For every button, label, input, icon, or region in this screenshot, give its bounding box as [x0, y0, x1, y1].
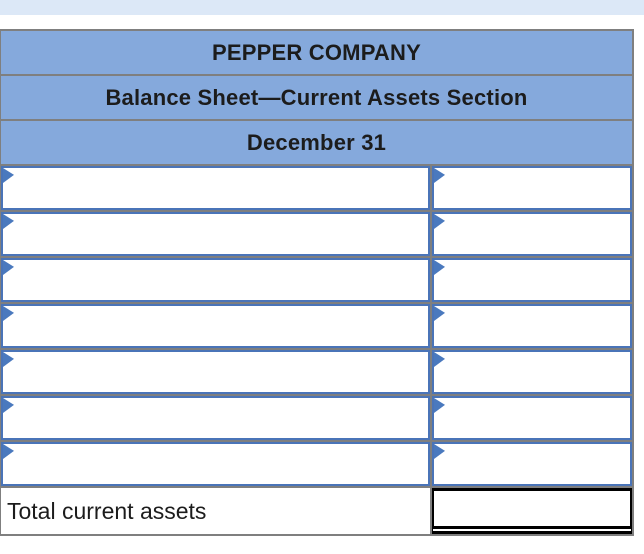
- amount-input-value: [434, 352, 630, 392]
- amount-input-cell[interactable]: [432, 212, 632, 256]
- balance-sheet-table: PEPPER COMPANY Balance Sheet—Current Ass…: [0, 29, 634, 536]
- cell-marker-icon: [434, 214, 445, 229]
- amount-input-cell[interactable]: [432, 396, 632, 440]
- date-title-row: December 31: [1, 121, 632, 164]
- company-title-row: PEPPER COMPANY: [1, 31, 632, 74]
- total-label: Total current assets: [7, 497, 207, 524]
- account-select-cell[interactable]: [1, 304, 430, 348]
- account-select-value: [3, 168, 428, 208]
- total-amount-input[interactable]: [432, 488, 632, 534]
- amount-input-value: [434, 398, 630, 438]
- cell-marker-icon: [3, 260, 14, 275]
- account-select-cell[interactable]: [1, 212, 430, 256]
- amount-input-cell[interactable]: [432, 350, 632, 394]
- amount-input-value: [434, 444, 630, 484]
- account-select-value: [3, 444, 428, 484]
- total-label-cell: Total current assets: [1, 488, 430, 534]
- account-select-cell[interactable]: [1, 350, 430, 394]
- account-select-value: [3, 398, 428, 438]
- amount-input-cell[interactable]: [432, 304, 632, 348]
- amount-input-cell[interactable]: [432, 166, 632, 210]
- amount-input-value: [434, 260, 630, 300]
- account-select-value: [3, 352, 428, 392]
- account-select-value: [3, 260, 428, 300]
- cell-marker-icon: [434, 260, 445, 275]
- amount-input-value: [434, 168, 630, 208]
- amount-input-value: [434, 214, 630, 254]
- cell-marker-icon: [3, 168, 14, 183]
- cell-marker-icon: [3, 352, 14, 367]
- account-select-cell[interactable]: [1, 258, 430, 302]
- account-select-value: [3, 306, 428, 346]
- cell-marker-icon: [3, 214, 14, 229]
- company-title: PEPPER COMPANY: [212, 39, 421, 65]
- statement-title-row: Balance Sheet—Current Assets Section: [1, 76, 632, 119]
- cell-marker-icon: [3, 444, 14, 459]
- cell-marker-icon: [3, 306, 14, 321]
- cell-marker-icon: [434, 306, 445, 321]
- cell-marker-icon: [434, 168, 445, 183]
- statement-date: December 31: [246, 129, 387, 155]
- account-select-cell[interactable]: [1, 396, 430, 440]
- cell-marker-icon: [434, 444, 445, 459]
- amount-input-cell[interactable]: [432, 258, 632, 302]
- account-select-cell[interactable]: [1, 166, 430, 210]
- top-toolbar-remnant: [0, 0, 644, 15]
- account-select-cell[interactable]: [1, 442, 430, 486]
- statement-title: Balance Sheet—Current Assets Section: [105, 84, 528, 110]
- account-select-value: [3, 214, 428, 254]
- cell-marker-icon: [434, 352, 445, 367]
- amount-input-cell[interactable]: [432, 442, 632, 486]
- cell-marker-icon: [434, 398, 445, 413]
- cell-marker-icon: [3, 398, 14, 413]
- amount-input-value: [434, 306, 630, 346]
